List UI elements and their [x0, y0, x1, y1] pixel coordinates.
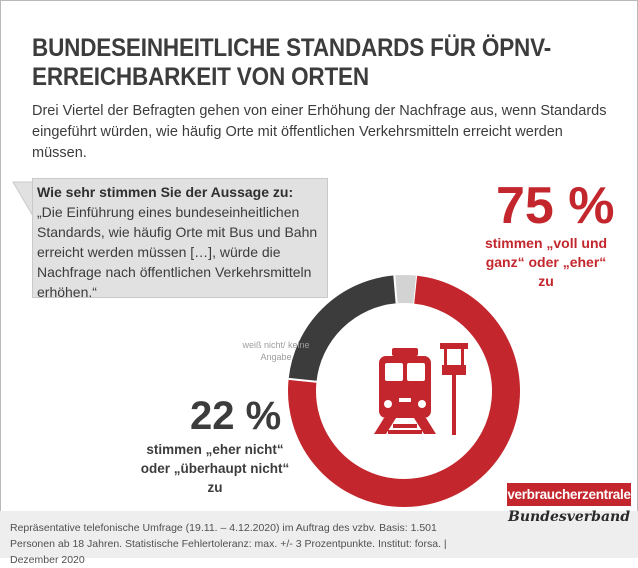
page-title: BUNDESEINHEITLICHE STANDARDS FÜR ÖPNV-ER… [32, 34, 552, 91]
logo-sub: Bundesverband [507, 509, 630, 525]
slice-separator [393, 275, 398, 304]
donut-slice-disagree [288, 275, 398, 383]
logo-name: verbraucherzentrale [507, 483, 631, 506]
slice-pct-disagree: 22 % [190, 394, 282, 438]
footer: Repräsentative telefonische Umfrage (19.… [0, 511, 638, 566]
slice-separator [412, 275, 418, 304]
slice-label-disagree: stimmen „eher nicht“ oder „überhaupt nic… [140, 442, 290, 495]
slice-label-agree: stimmen „voll und ganz“ oder „eher“ zu [484, 235, 608, 289]
footer-text: Repräsentative telefonische Umfrage (19.… [10, 522, 447, 566]
donut-slice-agree [288, 275, 520, 507]
slice-pct-agree: 75 % [496, 177, 615, 235]
logo: verbraucherzentrale Bundesverband [507, 483, 631, 555]
quote-text: „Die Einführung eines bundeseinheitliche… [37, 204, 318, 300]
quote-question: Wie sehr stimmen Sie der Aussage zu: [37, 184, 294, 200]
slice-label-dontknow: weiß nicht/ keine Angabe [242, 340, 310, 362]
quote-box: Wie sehr stimmen Sie der Aussage zu: „Di… [32, 178, 328, 300]
subtitle: Drei Viertel der Befragten gehen von ein… [32, 103, 607, 161]
slice-separator [288, 377, 317, 383]
